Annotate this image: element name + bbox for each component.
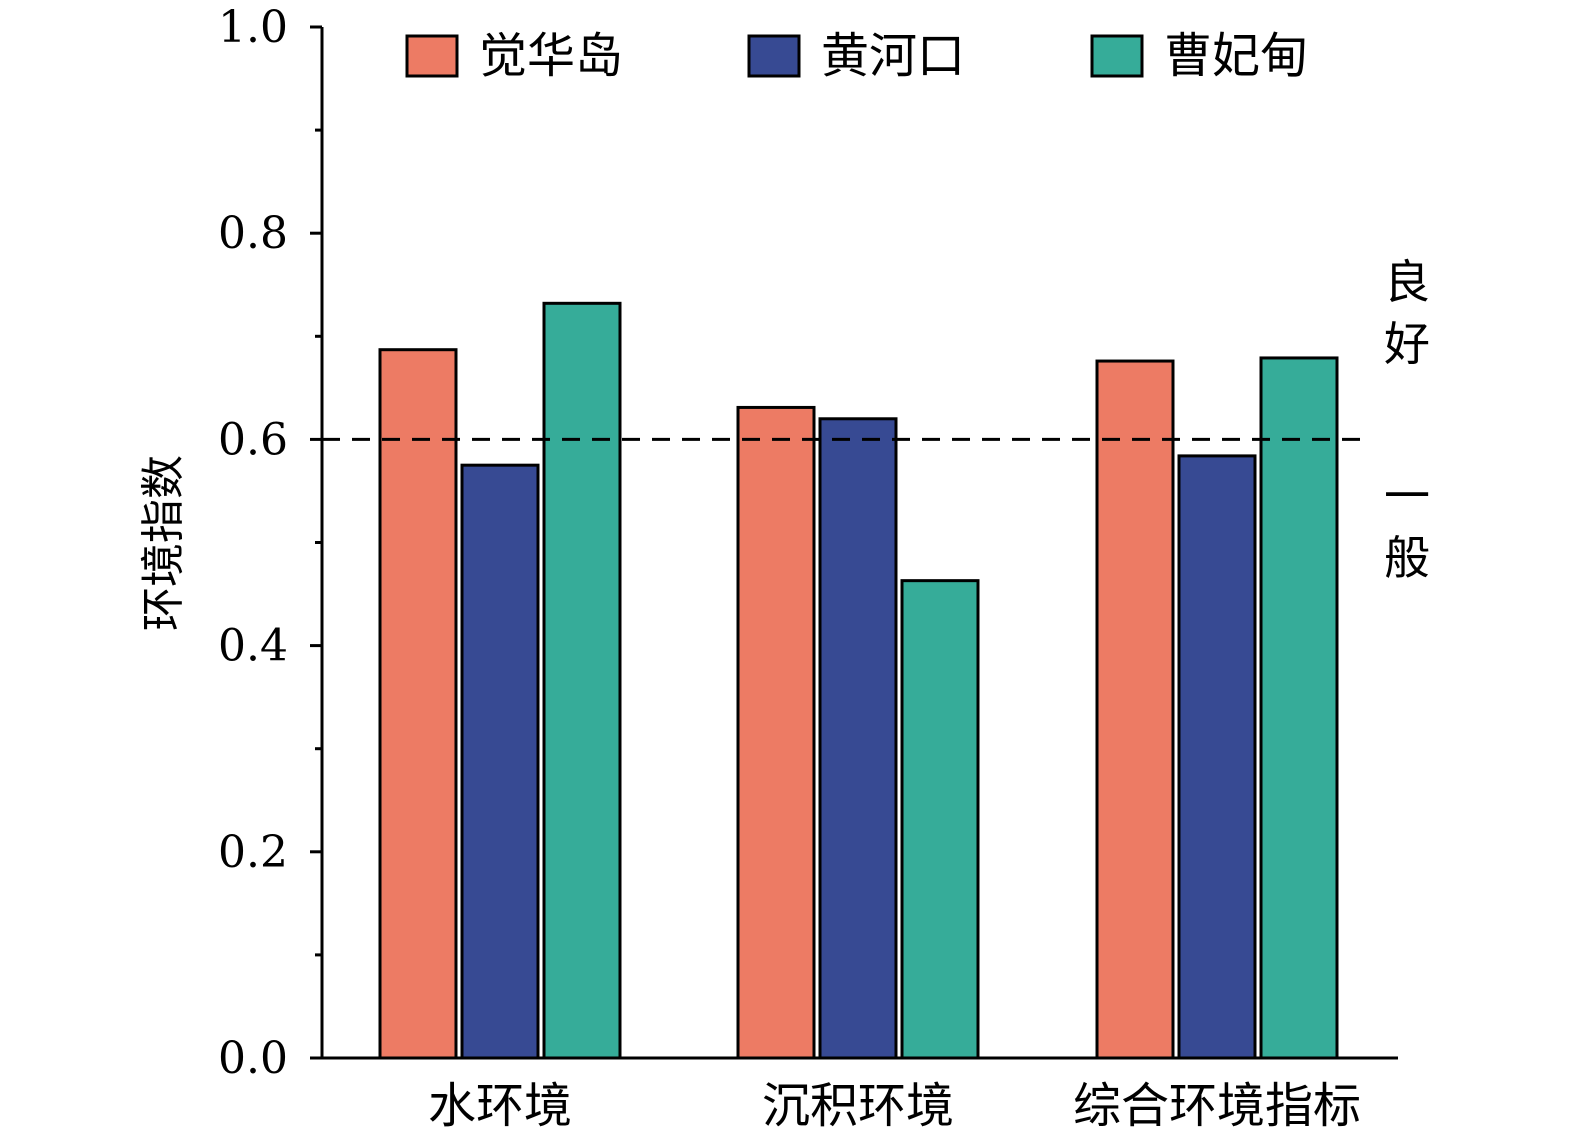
legend-label: 觉华岛	[479, 28, 623, 84]
x-category-label: 沉积环境	[762, 1078, 954, 1134]
y-tick-label: 0.2	[218, 827, 288, 878]
bar-2-0	[1095, 359, 1175, 1060]
zone-label-fair: 一般	[1384, 469, 1430, 585]
legend-label: 黄河口	[821, 28, 965, 84]
x-labels-layer: 水环境 沉积环境 综合环境指标	[428, 1078, 1361, 1134]
bar-2-2	[1259, 356, 1339, 1060]
x-category-label: 综合环境指标	[1073, 1078, 1361, 1134]
bar-1-0	[736, 405, 816, 1060]
y-tick-label: 0.8	[218, 208, 288, 259]
bar-0-2	[542, 301, 622, 1060]
bar-2-1	[1177, 454, 1257, 1060]
y-tick-label: 1.0	[218, 2, 288, 53]
x-category-label: 水环境	[428, 1078, 572, 1134]
zone-label-good: 良好	[1384, 255, 1430, 371]
legend-swatch	[405, 34, 459, 78]
bar-1-2	[900, 579, 980, 1060]
y-tick-label: 0.6	[218, 414, 288, 465]
bar-0-1	[460, 463, 540, 1060]
y-axis-title: 环境指数	[138, 455, 189, 631]
y-tick-label: 0.4	[218, 621, 288, 672]
legend: 觉华岛 黄河口 曹妃甸	[405, 28, 1308, 84]
legend-label: 曹妃甸	[1164, 28, 1308, 84]
y-ticks-layer: 0.0 0.2 0.4 0.6 0.8 1.0	[218, 2, 322, 1084]
bar-0-0	[378, 348, 458, 1060]
bar-1-1	[818, 417, 898, 1060]
bars-layer	[378, 301, 1339, 1060]
legend-swatch	[1090, 34, 1144, 78]
y-tick-label: 0.0	[218, 1033, 288, 1084]
legend-swatch	[747, 34, 801, 78]
